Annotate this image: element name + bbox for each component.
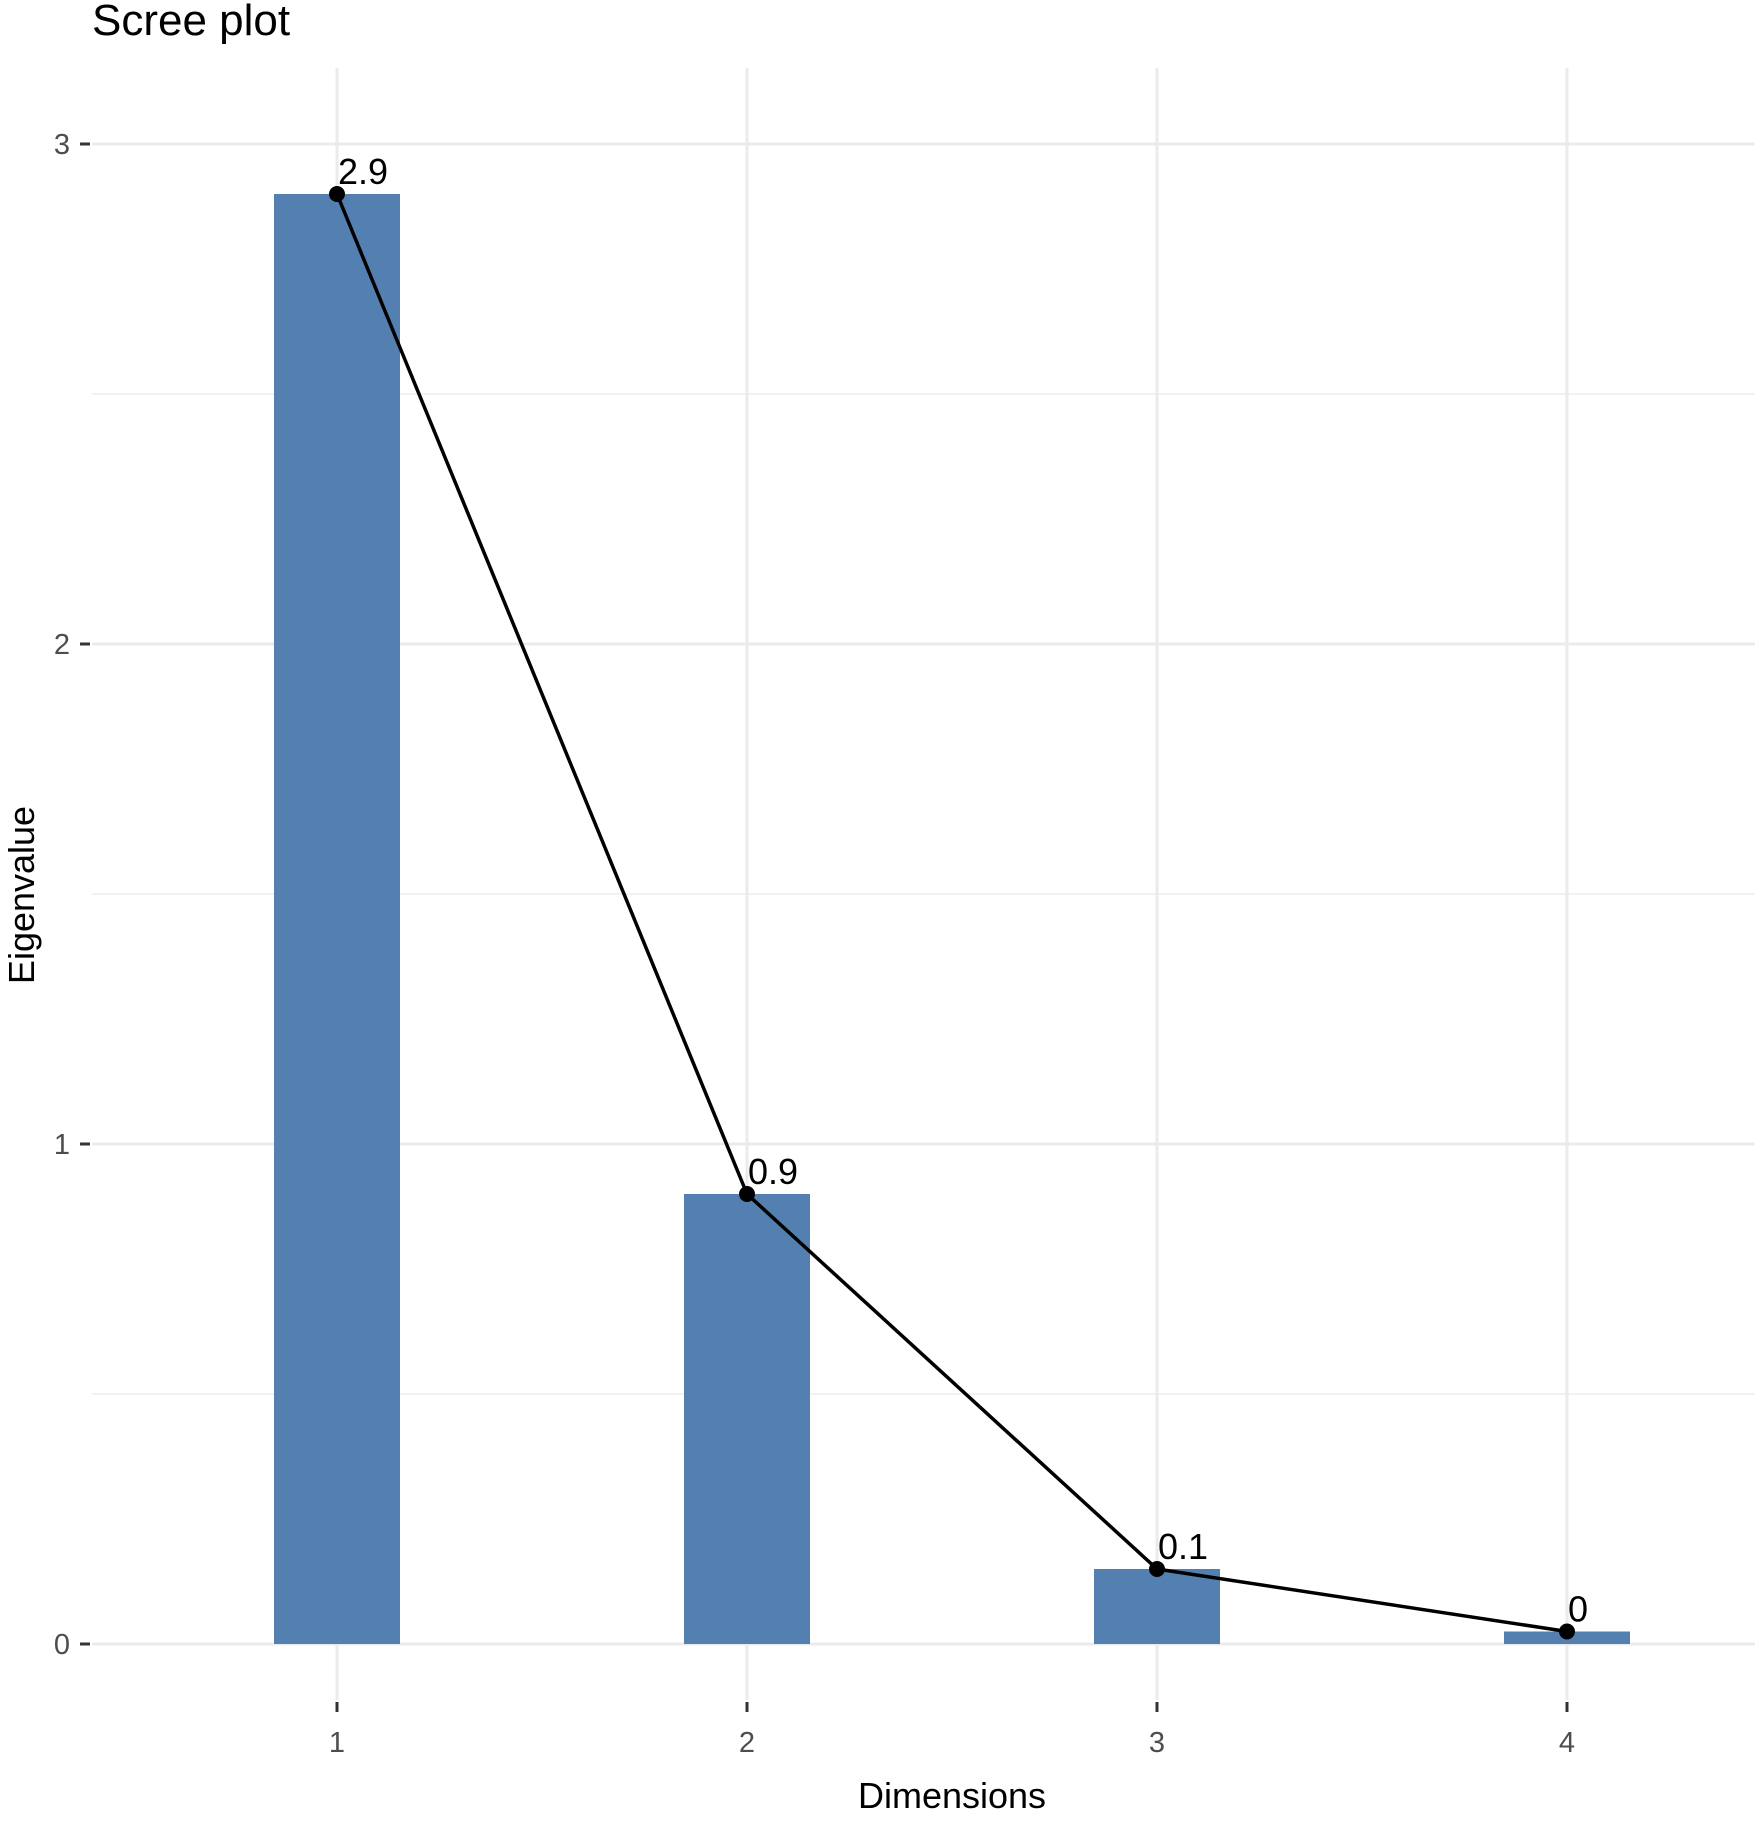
x-axis: 1 2 3 4 <box>329 1702 1575 1759</box>
data-point-4 <box>1559 1623 1575 1640</box>
x-tick-label: 3 <box>1149 1727 1165 1759</box>
data-label-2: 0.9 <box>748 1151 798 1192</box>
eigenvalue-polyline <box>335 193 1568 1634</box>
x-tick-label: 1 <box>329 1727 345 1759</box>
bar-dimension-1 <box>274 194 400 1644</box>
bar-dimension-3 <box>1094 1569 1220 1644</box>
y-tick-label: 0 <box>54 1629 70 1661</box>
x-axis-title: Dimensions <box>858 1775 1046 1816</box>
data-point-2 <box>739 1186 755 1202</box>
data-point-1 <box>329 186 345 202</box>
data-labels: 2.9 0.9 0.1 0 <box>338 151 1588 1630</box>
y-axis: 0 1 2 3 <box>54 129 90 1661</box>
data-label-4: 0 <box>1568 1589 1588 1630</box>
y-tick-label: 2 <box>54 629 70 661</box>
x-tick-label: 2 <box>739 1727 755 1759</box>
data-point-3 <box>1149 1561 1165 1577</box>
chart-title: Scree plot <box>92 0 290 45</box>
bars <box>274 194 1630 1644</box>
data-label-1: 2.9 <box>338 151 388 192</box>
y-axis-title: Eigenvalue <box>1 806 42 984</box>
y-tick-label: 3 <box>54 129 70 161</box>
data-points <box>329 186 1575 1640</box>
data-label-3: 0.1 <box>1158 1526 1208 1567</box>
y-tick-label: 1 <box>54 1129 70 1161</box>
bar-dimension-2 <box>684 1194 810 1644</box>
eigenvalue-line <box>335 193 1568 1634</box>
x-tick-label: 4 <box>1559 1727 1575 1759</box>
